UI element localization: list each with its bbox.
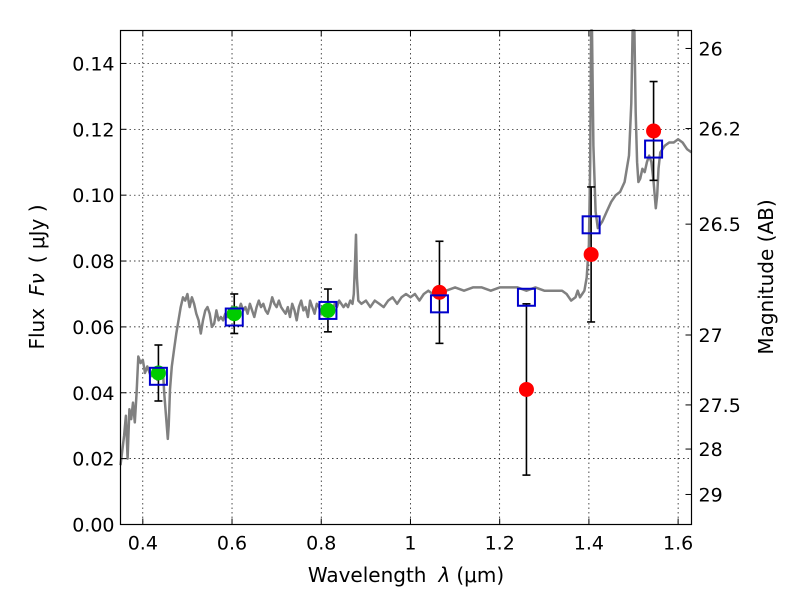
red-data-point <box>518 381 534 397</box>
x-tick-label: 0.8 <box>306 533 336 555</box>
y2-tick-label: 29 <box>699 484 723 506</box>
model-box-point <box>581 215 601 235</box>
y-axis-label: FluxFν( μJy ) <box>25 204 49 349</box>
grid-layer <box>120 30 692 525</box>
red-data-point <box>431 284 447 300</box>
model-box-point <box>516 287 536 307</box>
green-data-point <box>226 306 242 322</box>
x-tick-label: 1.4 <box>574 533 604 555</box>
red-data-point <box>646 123 662 139</box>
spectrum-line <box>119 29 693 466</box>
red-data-point <box>583 246 599 262</box>
y2-axis-label: Magnitude (AB) <box>754 199 778 354</box>
y-tick-label: 0.04 <box>72 383 114 405</box>
y-tick-label: 0.10 <box>72 185 114 207</box>
model-box-point <box>429 294 449 314</box>
y2-tick-label: 27 <box>699 325 723 347</box>
green-data-point <box>320 302 336 318</box>
x-axis-label: Wavelength λ (μm) <box>308 563 504 587</box>
y2-tick-label: 26.5 <box>699 214 741 236</box>
y2-tick-label: 26 <box>699 38 723 60</box>
x-tick-label: 1.6 <box>663 533 693 555</box>
model-box-point <box>644 139 664 159</box>
y2-tick-label: 27.5 <box>699 395 741 417</box>
x-tick-label: 0.6 <box>217 533 247 555</box>
x-tick-label: 1 <box>404 533 416 555</box>
model-box-point <box>224 307 244 327</box>
marker-layer <box>148 123 664 397</box>
model-box-point <box>148 366 168 386</box>
green-data-point <box>150 365 166 381</box>
spectrum-layer <box>119 29 693 466</box>
y-tick-label: 0.12 <box>72 119 114 141</box>
y-tick-label: 0.06 <box>72 317 114 339</box>
y2-tick-label: 28 <box>699 439 723 461</box>
tick-layer: 0.4 0.6 0.8 1 1.2 1.4 1.6 0.00 0.02 0.04 0.06 0.08 0… <box>72 30 741 555</box>
plot-frame <box>119 29 693 526</box>
x-tick-label: 0.4 <box>128 533 158 555</box>
y-tick-label: 0.02 <box>72 449 114 471</box>
error-bar-layer <box>154 80 658 476</box>
x-tick-label: 1.2 <box>485 533 515 555</box>
model-box-point <box>318 300 338 320</box>
y-tick-label: 0.14 <box>72 53 114 75</box>
y-tick-label: 0.00 <box>72 515 114 537</box>
y-tick-label: 0.08 <box>72 251 114 273</box>
y2-tick-label: 26.2 <box>699 119 741 141</box>
